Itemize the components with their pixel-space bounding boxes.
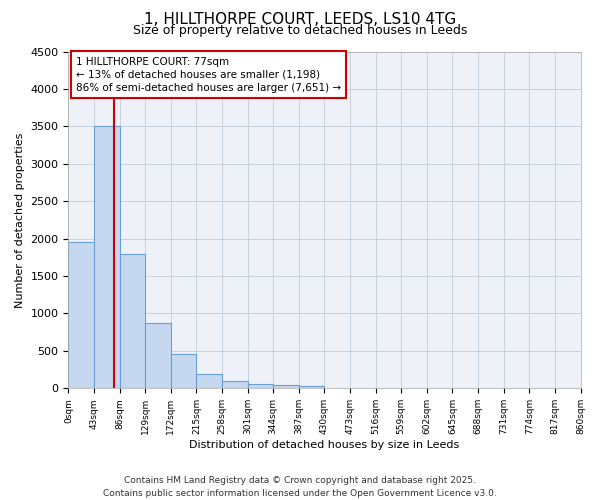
Bar [119, 254, 145, 388]
Bar [299, 386, 325, 388]
Bar [145, 323, 171, 388]
Bar [273, 386, 299, 388]
Text: 1, HILLTHORPE COURT, LEEDS, LS10 4TG: 1, HILLTHORPE COURT, LEEDS, LS10 4TG [144, 12, 456, 28]
Text: Contains HM Land Registry data © Crown copyright and database right 2025.
Contai: Contains HM Land Registry data © Crown c… [103, 476, 497, 498]
X-axis label: Distribution of detached houses by size in Leeds: Distribution of detached houses by size … [190, 440, 460, 450]
Bar [196, 374, 222, 388]
Bar [222, 381, 248, 388]
Bar [171, 354, 196, 388]
Bar [248, 384, 273, 388]
Text: Size of property relative to detached houses in Leeds: Size of property relative to detached ho… [133, 24, 467, 37]
Bar [68, 242, 94, 388]
Bar [94, 126, 119, 388]
Y-axis label: Number of detached properties: Number of detached properties [15, 132, 25, 308]
Text: 1 HILLTHORPE COURT: 77sqm
← 13% of detached houses are smaller (1,198)
86% of se: 1 HILLTHORPE COURT: 77sqm ← 13% of detac… [76, 56, 341, 93]
